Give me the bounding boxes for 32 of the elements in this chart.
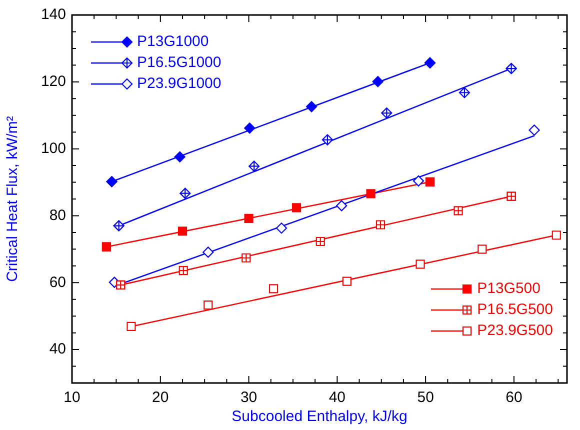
point — [416, 260, 425, 269]
x-tick-label: 10 — [64, 389, 80, 406]
x-tick-label: 60 — [506, 389, 522, 406]
x-tick-label: 50 — [417, 389, 434, 406]
legend-label: P16.5G1000 — [137, 54, 222, 71]
point — [276, 222, 288, 234]
y-tick-label: 120 — [40, 73, 66, 90]
point — [202, 246, 214, 258]
legend-label: P13G1000 — [137, 33, 209, 50]
y-tick-label: 140 — [40, 6, 66, 24]
point — [412, 175, 424, 186]
point — [336, 200, 348, 212]
x-tick-label: 20 — [152, 389, 169, 406]
point — [552, 230, 561, 240]
y-tick-label: 80 — [49, 206, 66, 224]
y-tick-label: 100 — [40, 140, 66, 157]
legend-label: P16.5G500 — [477, 301, 553, 318]
y-tick-label: 60 — [49, 274, 66, 291]
point — [126, 322, 136, 332]
point — [342, 276, 352, 286]
point — [478, 244, 487, 254]
legend-label: P13G500 — [477, 280, 540, 297]
point — [528, 124, 540, 136]
x-tick-label: 40 — [328, 389, 346, 406]
y-axis-title: Critical Heat Flux, kW/m² — [4, 116, 22, 282]
y-tick-label: 40 — [49, 340, 66, 358]
x-tick-label: 30 — [240, 389, 258, 406]
legend-label: P23.9G1000 — [137, 75, 222, 92]
point — [204, 300, 213, 310]
point — [268, 284, 278, 294]
x-axis-title: Subcooled Enthalpy, kJ/kg — [232, 408, 408, 426]
legend-label: P23.9G500 — [477, 322, 553, 339]
